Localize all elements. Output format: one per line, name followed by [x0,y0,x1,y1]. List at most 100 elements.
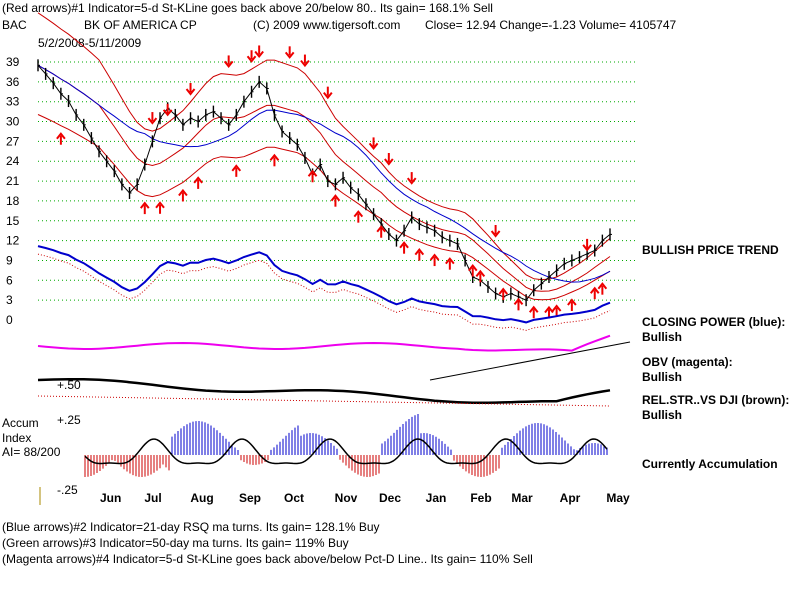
lower-band-line [37,114,611,301]
buy-arrow-head [376,225,386,233]
buy-arrow-head [353,210,364,218]
buy-arrow-head [139,201,150,209]
company-name: BK OF AMERICA CP [84,18,197,32]
x-tick-label: Apr [560,491,581,505]
rel-strength-line [37,377,611,405]
buy-arrow-head [513,297,524,305]
accum-ai-value: AI= 88/200 [2,445,61,459]
obv-title: OBV (magenta): [642,355,733,369]
buy-arrow-head [178,188,188,197]
buy-arrow-head [231,164,242,172]
closing-power-ma [37,253,611,331]
sell-arrow-head [254,50,264,59]
upper-band-line [37,12,611,281]
accum-level-minus-25: -.25 [57,483,78,497]
closing-power-title: CLOSING POWER (blue): [642,315,786,329]
ma-line [37,64,611,292]
closing-power-line [37,245,611,324]
y-tick-label: 9 [6,253,13,267]
indicator1-text: (Red arrows)#1 Indicator=5-d St-KLine go… [2,1,493,15]
buy-arrow-head [307,169,318,177]
x-tick-label: Aug [190,491,213,505]
buy-arrow-head [528,305,539,313]
price-line [37,64,611,301]
buy-arrow-head [498,287,509,295]
buy-arrow-head [589,286,600,294]
y-tick-label: 24 [6,154,20,168]
buy-arrow-head [445,257,455,265]
y-tick-label: 3 [6,293,13,307]
buy-arrow-head [193,176,203,184]
buy-arrow-head [330,194,341,202]
x-tick-label: Mar [511,491,533,505]
rel-strength-status: Bullish [642,408,683,422]
indicator2-text: (Blue arrows)#2 Indicator=21-day RSQ ma … [2,520,380,534]
sell-arrow-head [490,230,501,238]
sell-arrow-head [185,88,196,96]
sell-arrow-head [147,117,158,125]
y-tick-label: 6 [6,273,13,287]
trend-line [429,341,631,381]
accumulation-status: Currently Accumulation [642,457,778,471]
buy-arrow-head [429,253,440,261]
copyright-text: (C) 2009 www.tigersoft.com [253,18,401,32]
buy-arrow-head [399,241,409,249]
ma50-line [37,64,611,283]
y-tick-label: 30 [6,115,20,129]
accum-title: Accum [2,416,39,430]
sell-arrow-head [323,92,333,100]
buy-arrow-head [567,298,577,306]
obv-status: Bullish [642,370,683,384]
y-tick-label: 36 [6,75,20,89]
accum-level-25: +.25 [57,413,81,427]
sell-arrow-head [406,177,417,185]
y-tick-label: 33 [6,95,20,109]
buy-arrow-head [544,305,554,314]
buy-arrow-head [155,201,165,209]
x-tick-label: Nov [335,491,358,505]
buy-arrow-head [414,248,425,256]
x-tick-label: Feb [470,491,491,505]
y-tick-label: 15 [6,214,20,228]
x-tick-label: Jul [144,491,161,505]
buy-arrow-head [597,282,608,290]
x-tick-label: Jun [100,491,121,505]
buy-arrow-head [551,304,562,312]
y-tick-label: 12 [6,234,20,248]
sell-arrow-head [368,142,379,150]
indicator3-text: (Green arrows)#3 Indicator=50-day ma tur… [2,536,349,550]
accum-subtitle: Index [2,431,32,445]
accum-level-50: +.50 [57,378,81,392]
sell-arrow-head [582,244,592,252]
buy-arrow-head [475,269,486,277]
x-tick-label: Oct [284,491,304,505]
sell-arrow-head [284,51,295,59]
indicator4-text: (Magenta arrows)#4 Indicator=5-d St-KLin… [2,552,533,566]
quote-text: Close= 12.94 Change=-1.23 Volume= 410574… [425,18,677,32]
buy-arrow-head [269,153,280,161]
x-tick-label: Jan [426,491,447,505]
buy-arrow-head [467,264,478,272]
obv-line [37,334,611,352]
symbol-label: BAC [2,18,27,32]
y-tick-label: 21 [6,174,20,188]
date-range: 5/2/2008-5/11/2009 [38,36,142,50]
y-tick-label: 39 [6,55,20,69]
x-tick-label: May [606,491,630,505]
buy-arrow-head [56,132,66,140]
y-tick-label: 27 [6,134,20,148]
sell-arrow-head [300,59,310,68]
accum-oscillator-line [84,438,608,465]
sell-arrow-head [162,109,173,117]
rel-strength-title: REL.STR..VS DJI (brown): [642,393,790,407]
x-tick-label: Sep [239,491,261,505]
trend-label: BULLISH PRICE TREND [642,243,779,257]
closing-power-status: Bullish [642,330,683,344]
sell-arrow-head [246,55,257,63]
y-tick-label: 18 [6,194,20,208]
sell-arrow-head [384,158,394,166]
y-tick-label: 0 [6,313,13,327]
sell-arrow-head [223,60,234,69]
x-tick-label: Dec [379,491,401,505]
